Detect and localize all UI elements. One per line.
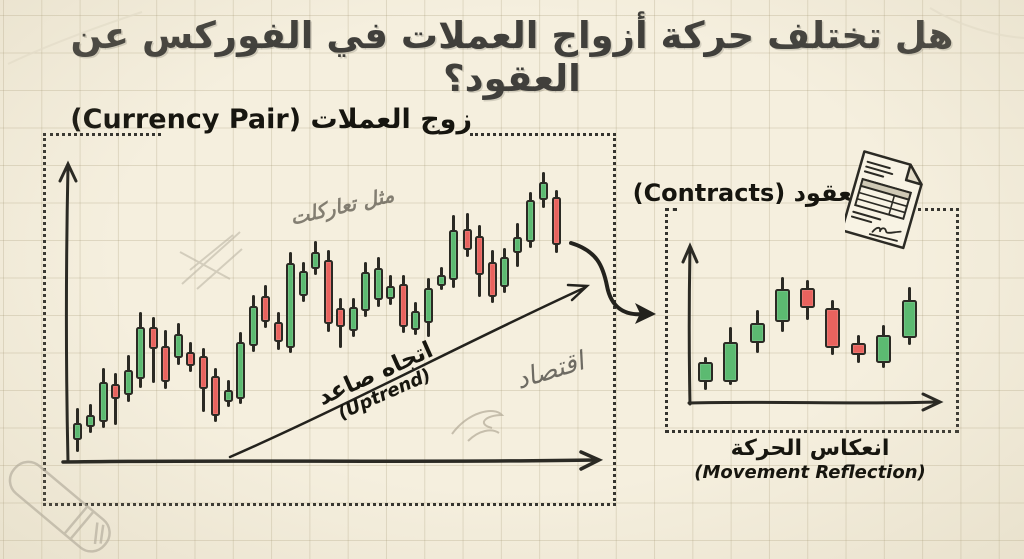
handwriting-squiggle xyxy=(451,410,505,442)
connector-arrow xyxy=(569,241,656,324)
contracts-axes xyxy=(681,242,944,412)
bullish-candle xyxy=(223,390,233,402)
bearish-candle xyxy=(198,356,208,389)
bearish-candle xyxy=(474,236,484,275)
bullish-candle xyxy=(410,311,420,330)
bearish-candle xyxy=(398,284,408,327)
bullish-candle xyxy=(901,300,917,338)
bullish-candle xyxy=(722,342,738,382)
bearish-candle xyxy=(148,327,158,349)
uptrend-arrow xyxy=(228,283,591,459)
eraser-sketch xyxy=(8,460,111,553)
bearish-candle xyxy=(487,262,497,297)
candle-wick xyxy=(113,373,117,425)
currency-pair-panel-border-top-left xyxy=(43,133,161,136)
candle-wick xyxy=(151,317,155,383)
bullish-candle xyxy=(72,423,82,440)
bullish-candle xyxy=(697,362,713,382)
bullish-candle xyxy=(875,335,891,363)
bearish-candle xyxy=(260,296,270,322)
pencil-scribble xyxy=(179,231,243,290)
movement-reflection-english: (Movement Reflection) xyxy=(694,462,926,484)
bullish-candle xyxy=(135,327,145,379)
bullish-candle xyxy=(360,272,370,311)
bullish-candle xyxy=(774,289,790,322)
bullish-candle xyxy=(235,342,245,399)
bearish-candle xyxy=(273,322,283,342)
bullish-candle xyxy=(423,288,433,323)
bullish-candle xyxy=(98,382,108,422)
bullish-candle xyxy=(298,271,308,296)
contracts-label: العقود (Contracts) xyxy=(632,179,869,207)
bearish-candle xyxy=(799,288,815,308)
bearish-candle xyxy=(462,229,472,250)
bearish-candle xyxy=(335,308,345,327)
bullish-candle xyxy=(123,370,133,395)
bearish-candle xyxy=(323,260,333,324)
currency-pair-panel-border-top-right xyxy=(470,133,610,136)
bullish-candle xyxy=(749,323,765,343)
bullish-candle xyxy=(173,334,183,358)
currency-pair-panel-border xyxy=(43,133,616,506)
bearish-candle xyxy=(824,308,840,348)
bullish-candle xyxy=(538,182,548,200)
page-title: هل تختلف حركة أزواج العملات في الفوركس ع… xyxy=(70,14,954,100)
bullish-candle xyxy=(448,230,458,280)
bearish-candle xyxy=(110,384,120,399)
bullish-candle xyxy=(348,307,358,331)
contracts-panel-border-top-left xyxy=(665,208,677,211)
bullish-candle xyxy=(310,252,320,269)
bullish-candle xyxy=(436,275,446,286)
bullish-candle xyxy=(285,263,295,348)
contracts-panel-border xyxy=(665,208,959,433)
bullish-candle xyxy=(373,268,383,300)
contracts-panel-border-top-right xyxy=(918,208,953,211)
bullish-candle xyxy=(385,286,395,299)
movement-reflection-caption: انعكاس الحركة (Movement Reflection) xyxy=(678,436,942,484)
bearish-candle xyxy=(210,376,220,416)
bullish-candle xyxy=(85,415,95,427)
movement-reflection-arabic: انعكاس الحركة xyxy=(730,436,890,461)
bearish-candle xyxy=(160,346,170,382)
bullish-candle xyxy=(512,237,522,253)
paper-crease-lines xyxy=(7,7,1024,65)
bearish-candle xyxy=(850,343,866,355)
currency-pair-label: زوج العملات (Currency Pair) xyxy=(70,104,472,135)
bearish-candle xyxy=(185,352,195,366)
bullish-candle xyxy=(525,200,535,242)
bearish-candle xyxy=(551,197,561,245)
currency-pair-axes xyxy=(58,160,604,471)
bullish-candle xyxy=(248,306,258,346)
contract-document-icon xyxy=(845,150,923,250)
bullish-candle xyxy=(499,257,509,287)
